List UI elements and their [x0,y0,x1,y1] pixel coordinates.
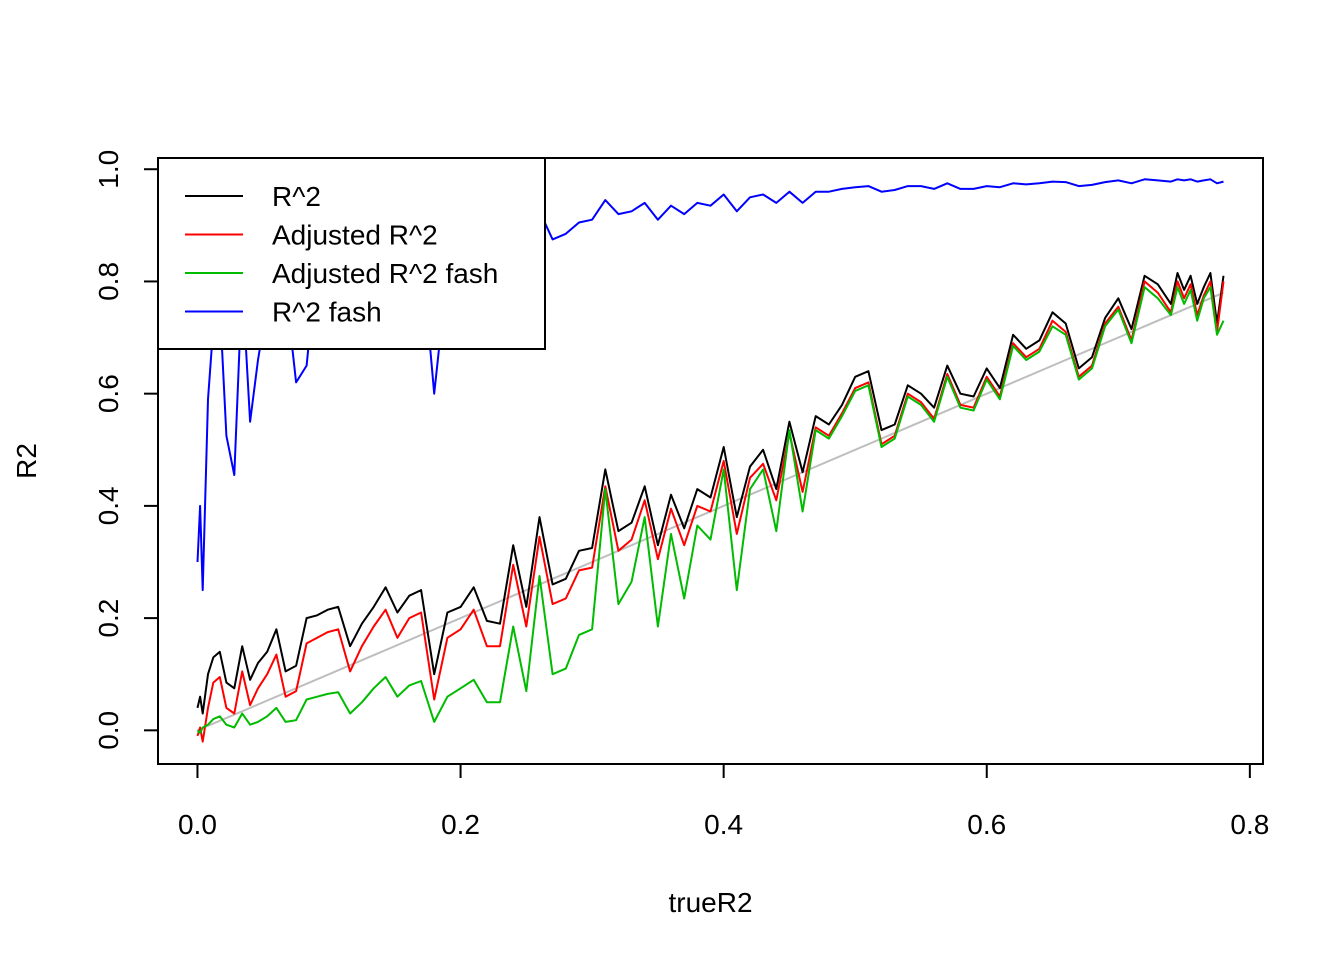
series-line-0 [196,272,1225,715]
legend: R^2 Adjusted R^2 Adjusted R^2 fash R^2 fash [157,157,546,350]
y-tick-label: 0.2 [93,599,124,638]
legend-label: R^2 [272,181,321,212]
series-line-2 [196,286,1225,735]
x-tick-label: 0.4 [704,809,743,840]
legend-label: Adjusted R^2 [272,220,438,251]
y-axis-label: R2 [11,443,42,479]
x-axis: 0.0 0.2 0.4 0.6 0.8 [178,763,1269,840]
x-tick-label: 0.6 [967,809,1006,840]
y-tick-label: 0.6 [93,374,124,413]
y-tick-label: 1.0 [93,150,124,189]
x-axis-label: trueR2 [668,887,752,918]
x-tick-label: 0.2 [441,809,480,840]
x-tick-label: 0.8 [1230,809,1269,840]
x-tick-label: 0.0 [178,809,217,840]
y-tick-label: 0.4 [93,486,124,525]
plot-lines [196,178,1225,743]
legend-label: R^2 fash [272,297,382,328]
y-tick-label: 0.8 [93,262,124,301]
series-line-3 [196,178,1224,592]
legend-box [157,157,546,350]
y-tick-label: 0.0 [93,711,124,750]
y-axis: 0.0 0.2 0.4 0.6 0.8 1.0 [93,150,159,750]
legend-label: Adjusted R^2 fash [272,258,498,289]
